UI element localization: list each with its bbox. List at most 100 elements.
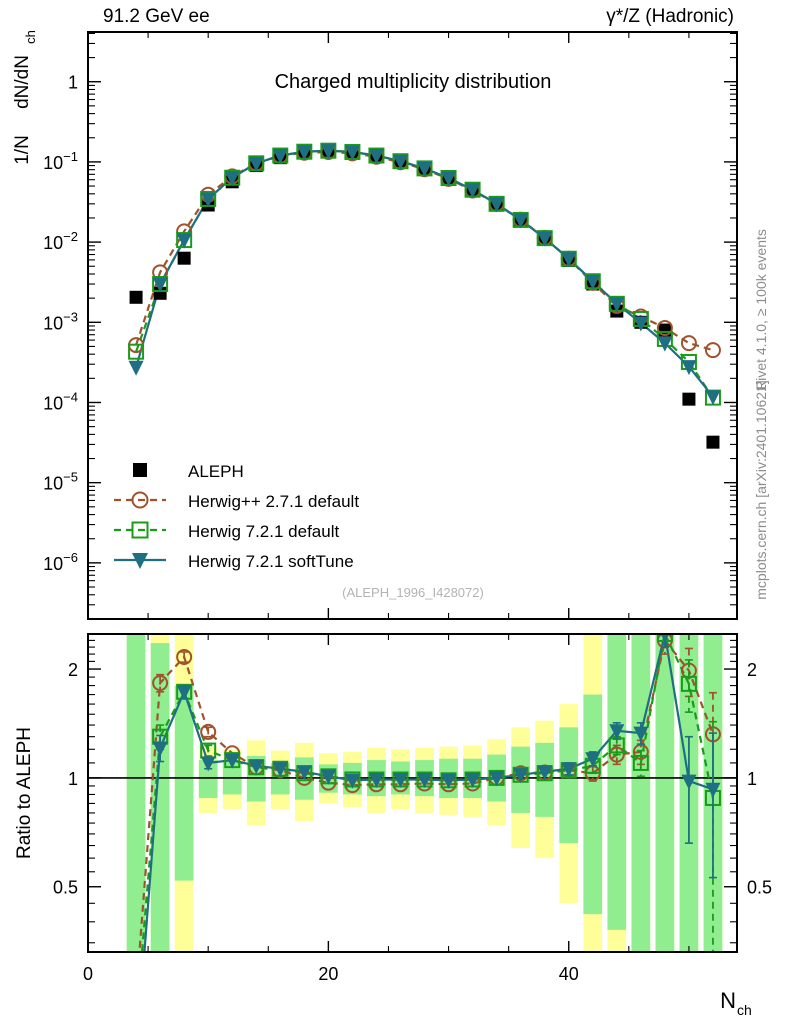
marker-filled-triangle-down bbox=[537, 765, 553, 781]
ratio-band-inner bbox=[559, 727, 579, 844]
legend-item-1[interactable]: Herwig++ 2.7.1 default bbox=[114, 491, 359, 511]
marker-filled-square bbox=[129, 290, 143, 304]
ratio-band-inner bbox=[583, 694, 603, 915]
series-markers-2 bbox=[128, 142, 721, 406]
ratio-series-line-2 bbox=[143, 635, 714, 951]
marker-filled-triangle-down bbox=[681, 774, 697, 790]
marker-filled-triangle-down bbox=[296, 145, 312, 161]
marker-open-circle bbox=[152, 674, 169, 691]
legend: ALEPH Herwig++ 2.7.1 default Herwig 7.2.1 … bbox=[114, 462, 359, 571]
main-y-axis-title-1n: 1/N bbox=[12, 135, 33, 165]
marker-filled-triangle-down bbox=[513, 768, 529, 784]
main-y-axis-title-dndn: dN/dN bbox=[12, 55, 33, 109]
header-right-label: γ*/Z (Hadronic) bbox=[606, 6, 734, 27]
marker-filled-triangle-down bbox=[176, 685, 192, 701]
legend-item-0[interactable]: ALEPH bbox=[133, 462, 244, 481]
y-axis-tick-label: 10−4 bbox=[43, 389, 78, 413]
ratio-y-tick-label: 2 bbox=[747, 660, 757, 680]
marker-filled-triangle-down bbox=[417, 772, 433, 788]
marker-filled-triangle-down bbox=[132, 553, 148, 569]
legend-item-2[interactable]: Herwig 7.2.1 default bbox=[114, 521, 339, 541]
marker-filled-triangle-down bbox=[465, 183, 481, 199]
ratio-band-inner bbox=[631, 635, 651, 951]
marker-filled-triangle-down bbox=[200, 192, 216, 208]
marker-filled-triangle-down bbox=[152, 741, 168, 757]
ratio-y-tick-label: 0.5 bbox=[53, 878, 78, 898]
series-line-1 bbox=[135, 150, 714, 352]
y-axis-tick-label: 10−1 bbox=[43, 149, 78, 173]
ratio-y-tick-label: 1 bbox=[68, 769, 78, 789]
rivet-version-label: Rivet 4.1.0, ≥ 100k events bbox=[753, 229, 769, 391]
x-axis-title-sub: ch bbox=[737, 1002, 752, 1018]
marker-open-circle bbox=[704, 342, 721, 359]
marker-open-square bbox=[131, 521, 149, 539]
page-title: Charged multiplicity distribution bbox=[275, 71, 552, 93]
x-axis-tick-label: 20 bbox=[318, 964, 338, 984]
marker-filled-triangle-down bbox=[320, 769, 336, 785]
marker-filled-triangle-down bbox=[585, 752, 601, 768]
marker-filled-triangle-down bbox=[609, 724, 625, 740]
marker-filled-triangle-down bbox=[441, 773, 457, 789]
marker-filled-triangle-down bbox=[561, 252, 577, 268]
marker-open-square bbox=[128, 343, 145, 360]
marker-filled-triangle-down bbox=[657, 336, 673, 352]
marker-filled-triangle-down bbox=[585, 274, 601, 290]
main-y-axis-title-sub: ch bbox=[23, 30, 38, 44]
series-markers-3 bbox=[128, 144, 721, 406]
marker-filled-triangle-down bbox=[344, 145, 360, 161]
main-data-layer bbox=[128, 142, 721, 449]
marker-filled-triangle-down bbox=[152, 277, 168, 293]
ratio-data-layer bbox=[89, 635, 736, 951]
marker-filled-triangle-down bbox=[561, 762, 577, 778]
ratio-plot-frame bbox=[87, 633, 738, 953]
marker-filled-triangle-down bbox=[705, 390, 721, 406]
series-line-3 bbox=[135, 149, 714, 398]
ratio-band-inner bbox=[655, 635, 675, 951]
marker-filled-triangle-down bbox=[633, 316, 649, 332]
marker-filled-triangle-down bbox=[392, 154, 408, 170]
ratio-band-inner bbox=[150, 643, 170, 951]
y-axis-tick-label: 1 bbox=[68, 73, 78, 93]
marker-filled-triangle-down bbox=[465, 772, 481, 788]
marker-open-square bbox=[680, 675, 697, 692]
ratio-series-line-1 bbox=[141, 635, 715, 951]
marker-filled-triangle-down bbox=[128, 360, 144, 376]
marker-filled-square bbox=[133, 463, 147, 477]
marker-filled-triangle-down bbox=[248, 156, 264, 172]
ratio-y-tick-label: 2 bbox=[68, 660, 78, 680]
ratio-band-inner bbox=[174, 685, 194, 881]
marker-filled-triangle-down bbox=[224, 171, 240, 187]
marker-filled-triangle-down bbox=[296, 765, 312, 781]
y-axis-tick-label: 10−2 bbox=[43, 229, 78, 253]
marker-open-square bbox=[632, 754, 649, 771]
marker-filled-square bbox=[682, 392, 696, 406]
marker-filled-triangle-down bbox=[489, 197, 505, 213]
ratio-y-tick-label: 0.5 bbox=[747, 878, 772, 898]
marker-filled-triangle-down bbox=[661, 635, 669, 643]
marker-filled-square bbox=[177, 251, 191, 265]
ratio-band-inner bbox=[198, 760, 218, 798]
legend-item-3[interactable]: Herwig 7.2.1 softTune bbox=[114, 552, 354, 571]
legend-label: Herwig 7.2.1 default bbox=[188, 522, 339, 541]
marker-filled-triangle-down bbox=[224, 753, 240, 769]
main-panel: 1 10−1 10−2 10−3 10−4 10−5 10−6 bbox=[43, 31, 738, 620]
analysis-id-watermark: (ALEPH_1996_I428072) bbox=[342, 585, 484, 600]
legend-label: Herwig++ 2.7.1 default bbox=[188, 492, 359, 511]
x-axis-tick-label: 40 bbox=[559, 964, 579, 984]
ratio-y-axis-title: Ratio to ALEPH bbox=[14, 727, 35, 859]
marker-open-circle bbox=[176, 648, 193, 665]
marker-filled-triangle-down bbox=[248, 759, 264, 775]
marker-filled-triangle-down bbox=[489, 771, 505, 787]
marker-open-circle bbox=[656, 319, 673, 336]
marker-filled-triangle-down bbox=[537, 231, 553, 247]
marker-open-circle bbox=[608, 746, 625, 763]
x-axis-title-main: N bbox=[720, 988, 736, 1013]
marker-filled-triangle-down bbox=[368, 149, 384, 165]
marker-filled-triangle-down bbox=[344, 773, 360, 789]
y-axis-tick-label: 10−6 bbox=[43, 550, 78, 574]
marker-filled-triangle-down bbox=[200, 756, 216, 772]
marker-filled-square bbox=[706, 435, 720, 449]
marker-filled-triangle-down bbox=[320, 144, 336, 160]
